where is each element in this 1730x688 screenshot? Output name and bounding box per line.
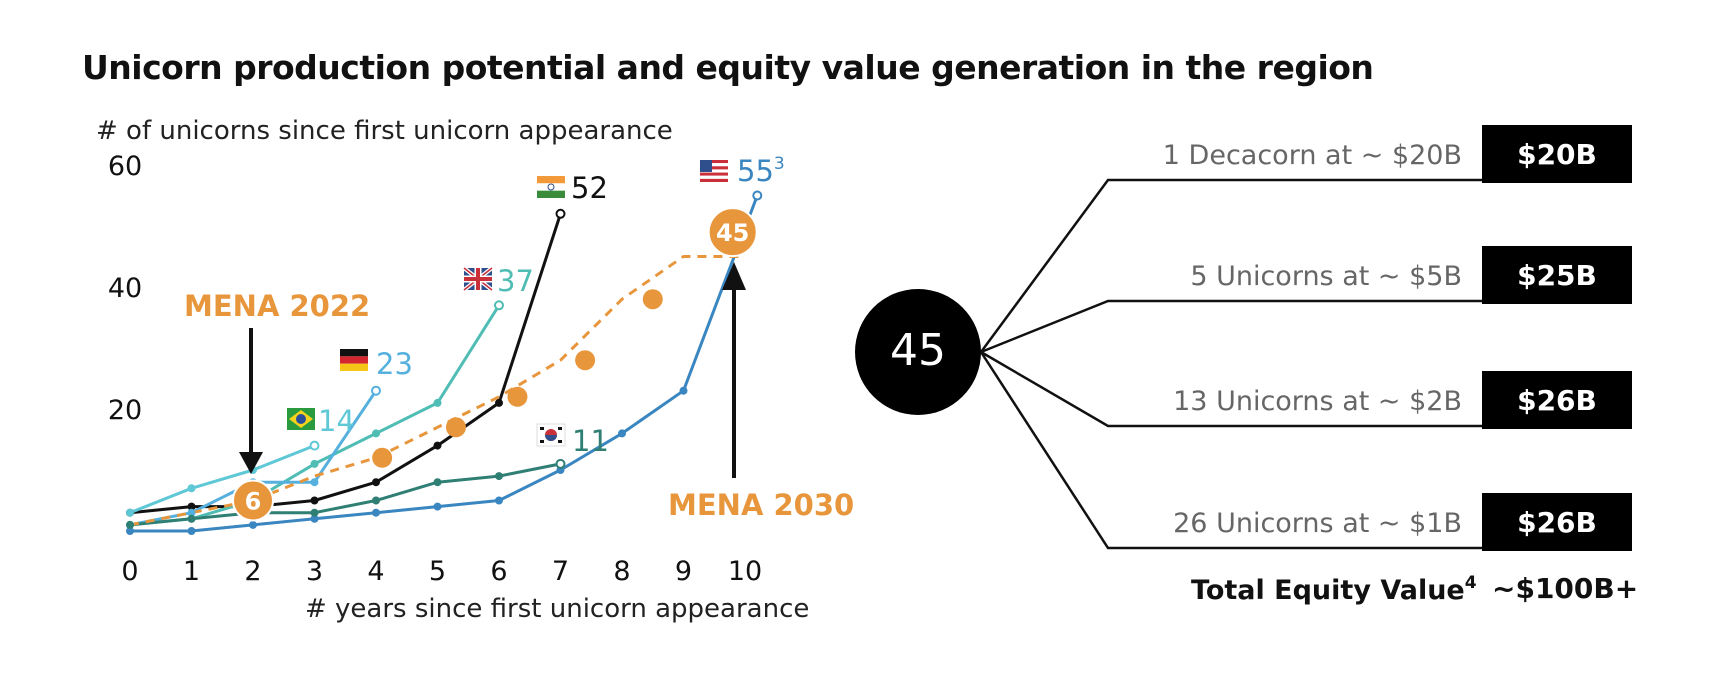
series-final-label-us: 553 (737, 154, 785, 188)
breakdown-connector (980, 299, 1482, 354)
data-point-uk (494, 300, 504, 311)
y-axis-label: # of unicorns since first unicorn appear… (96, 116, 673, 146)
x-tick-label: 3 (306, 556, 323, 587)
data-point-us (679, 386, 688, 395)
mena-big-marker (707, 207, 758, 258)
data-point-us (187, 527, 196, 535)
x-tick-label: 5 (429, 556, 446, 587)
x-tick-label: 0 (121, 556, 138, 587)
mena-2030-label: MENA 2030 (668, 488, 854, 522)
series-final-label-brazil: 14 (318, 404, 355, 438)
data-point-uk (310, 459, 319, 468)
x-tick-label: 2 (244, 556, 261, 587)
x-tick-label: 1 (183, 556, 200, 587)
data-point-us (249, 520, 257, 529)
total-equity-label: Total Equity Value4 (1191, 573, 1477, 606)
x-axis-label: # years since first unicorn appearance (305, 594, 810, 624)
y-tick-label: 60 (108, 151, 142, 182)
mena-marker (575, 350, 596, 371)
center-circle (855, 289, 981, 415)
x-tick-label: 6 (490, 556, 507, 587)
data-point-germany (310, 478, 319, 487)
data-point-south-korea (495, 472, 503, 481)
flag-south-korea-icon (536, 423, 566, 447)
breakdown-connector (979, 178, 1482, 353)
mena-big-marker-label: 6 (245, 488, 262, 516)
flag-brazil-icon (287, 408, 315, 430)
center-value: 45 (890, 325, 946, 376)
flag-us-icon (700, 160, 728, 182)
mena-2022-label: MENA 2022 (184, 289, 370, 323)
data-point-south-korea (126, 520, 134, 529)
breakdown-value-box (1482, 493, 1632, 551)
data-point-us (372, 508, 380, 517)
breakdown-connector (980, 350, 1482, 428)
breakdown-value-box (1482, 371, 1632, 429)
data-point-brazil (187, 484, 196, 493)
series-line-south-korea (129, 462, 561, 527)
mena-marker (372, 447, 393, 468)
data-point-south-korea (187, 514, 196, 523)
data-point-brazil (309, 440, 320, 451)
data-point-india (372, 478, 380, 487)
x-tick-label: 7 (552, 556, 569, 587)
chart-title: Unicorn production potential and equity … (82, 48, 1374, 87)
flag-india-icon (537, 176, 565, 198)
breakdown-value-box (1482, 246, 1632, 304)
series-final-label-uk: 37 (497, 264, 534, 298)
data-point-uk (372, 429, 380, 438)
x-tick-label: 10 (728, 556, 762, 587)
breakdown-row-value: $20B (1517, 138, 1597, 171)
mena-2022-arrowhead (239, 452, 263, 474)
flag-uk-icon (462, 266, 494, 292)
x-tick-label: 9 (675, 556, 692, 587)
x-tick-label: 4 (367, 556, 384, 587)
breakdown-row-value: $26B (1517, 384, 1597, 417)
data-point-uk (433, 398, 442, 407)
series-final-label-germany: 23 (376, 347, 413, 381)
breakdown-value-box (1482, 125, 1632, 183)
mena-marker (445, 417, 466, 438)
data-point-us (752, 190, 763, 201)
series-final-label-india: 52 (571, 171, 608, 205)
data-point-india (555, 208, 566, 219)
data-point-south-korea (433, 478, 442, 487)
data-point-india (495, 398, 503, 407)
data-point-us (495, 496, 503, 505)
series-line-brazil (129, 444, 316, 515)
data-point-india (310, 496, 319, 505)
breakdown-row-value: $25B (1517, 259, 1597, 292)
mena-2030-arrowhead (722, 262, 746, 290)
equity-breakdown: 45 1 Decacorn at ~ $20B $20B 5 Unicorns at… (855, 125, 1632, 551)
data-point-us (433, 502, 442, 511)
mena-marker (507, 386, 528, 407)
breakdown-row-label: 5 Unicorns at ~ $5B (1190, 261, 1462, 292)
breakdown-connector (979, 351, 1482, 550)
breakdown-row-label: 1 Decacorn at ~ $20B (1163, 140, 1462, 171)
breakdown-row-label: 13 Unicorns at ~ $2B (1173, 386, 1462, 417)
data-point-germany (371, 385, 381, 396)
data-point-south-korea (372, 496, 380, 505)
y-tick-label: 20 (108, 395, 142, 426)
mena-big-marker (232, 479, 274, 522)
y-tick-label: 40 (108, 273, 142, 304)
data-point-brazil (126, 508, 134, 517)
breakdown-row-label: 26 Unicorns at ~ $1B (1173, 508, 1462, 539)
breakdown-row-value: $26B (1517, 506, 1597, 539)
data-point-us (618, 429, 626, 438)
series-final-label-south-korea: 11 (572, 424, 609, 458)
x-tick-label: 8 (613, 556, 630, 587)
mena-marker (642, 289, 663, 310)
total-equity-value: ~$100B+ (1492, 572, 1638, 605)
data-point-south-korea (555, 458, 566, 469)
flag-germany-icon (340, 349, 368, 371)
data-point-india (433, 441, 442, 450)
data-point-south-korea (310, 508, 319, 517)
mena-big-marker-label: 45 (716, 219, 749, 247)
